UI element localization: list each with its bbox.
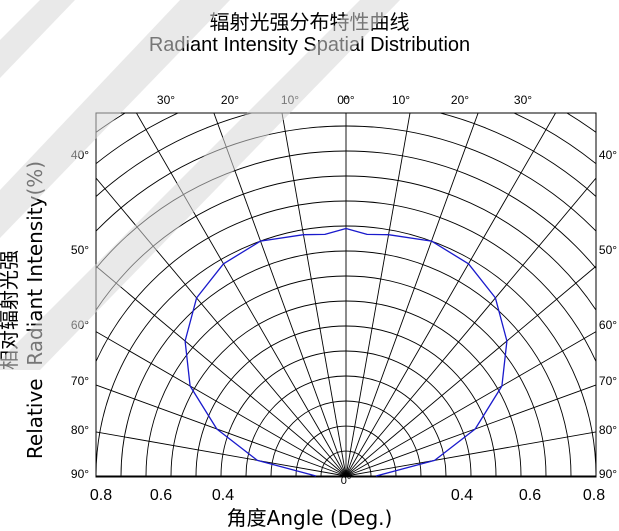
radius-tick-label: 0.6 (519, 487, 541, 504)
angle-tick-label: 90° (599, 467, 617, 481)
y-axis-label-cn: 相对辐射光强 (0, 250, 21, 370)
grid-circle (0, 0, 619, 476)
grid-radial-line (281, 113, 347, 477)
grid-circle (270, 400, 422, 477)
x-axis-label: 角度Angle (Deg.) (226, 506, 393, 530)
angle-tick-label: 0° (343, 93, 355, 107)
grid-circle (96, 200, 596, 363)
angle-tick-label: 30° (157, 93, 175, 107)
grid-radial-line (96, 431, 347, 477)
grid-circle (96, 150, 596, 270)
radius-tick-label: 0.4 (451, 487, 473, 504)
grid-circle (0, 0, 619, 476)
angle-tick-label: 80° (599, 423, 617, 437)
grid-circle (0, 1, 619, 476)
grid-radial-line (345, 113, 557, 477)
angle-tick-label: 70° (599, 374, 617, 388)
angle-tick-label: 40° (71, 148, 89, 162)
grid-radial-line (96, 384, 347, 477)
angle-tick-label: 20° (221, 93, 239, 107)
angle-tick-label: 20° (451, 93, 469, 107)
grid-circle (96, 113, 596, 165)
grid-radial-line (96, 331, 347, 477)
grid-circle (96, 113, 596, 198)
radius-tick-label: 0.4 (212, 487, 234, 504)
grid-circle (320, 450, 372, 477)
radius-tick-label: 0.8 (90, 487, 112, 504)
angle-tick-label: 40° (599, 148, 617, 162)
grid-circle (295, 425, 397, 477)
grid-radial-line (345, 384, 596, 477)
angle-tick-label: 50° (71, 243, 89, 257)
grid-radial-line (345, 431, 596, 477)
angle-tick-label: 80° (71, 423, 89, 437)
angle-tick-label: 10° (392, 93, 410, 107)
radius-tick-label: 0.8 (583, 487, 605, 504)
angle-tick-label: 0° (341, 475, 352, 487)
grid-circle (0, 0, 619, 476)
grid-radial-line (345, 265, 596, 477)
angle-tick-label: 30° (514, 93, 532, 107)
y-axis-label-en: Relative Radiant Intensity(%) (23, 160, 47, 460)
y-axis-label: 相对辐射光强 Relative Radiant Intensity(%) (0, 161, 48, 459)
grid-circle (245, 375, 447, 477)
angle-tick-label: 60° (71, 318, 89, 332)
grid-radial-line (345, 113, 411, 477)
angle-tick-label: 60° (599, 318, 617, 332)
angle-tick-label: 10° (281, 93, 299, 107)
radius-tick-label: 0.6 (150, 487, 172, 504)
angle-tick-label: 50° (599, 243, 617, 257)
angle-tick-label: 90° (71, 467, 89, 481)
angle-tick-label: 70° (71, 374, 89, 388)
